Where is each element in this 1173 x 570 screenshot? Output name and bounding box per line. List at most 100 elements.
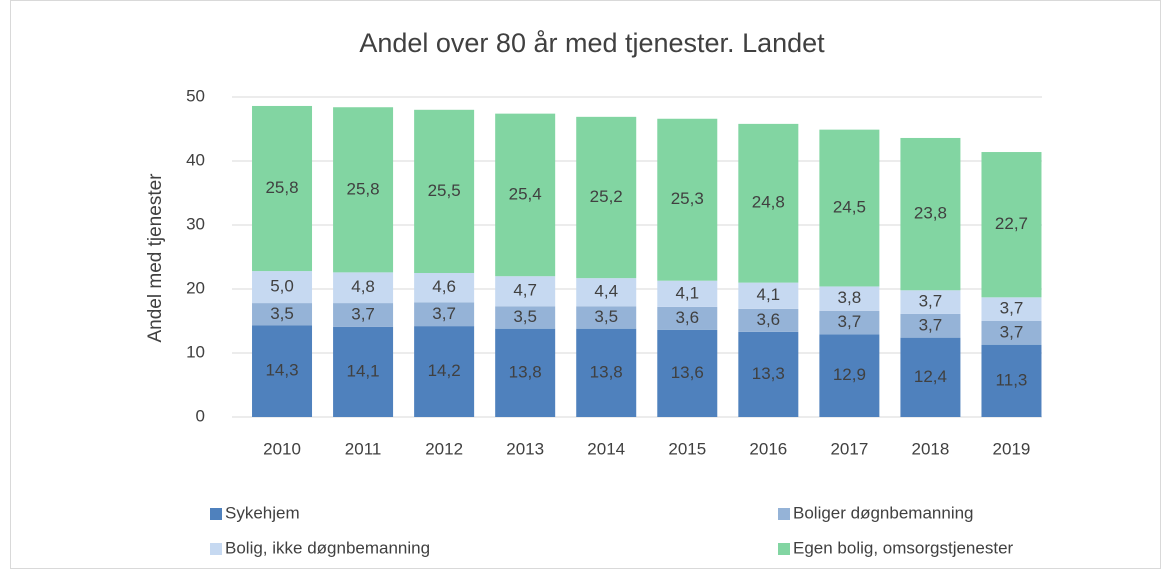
x-tick-label: 2015	[668, 439, 706, 458]
data-label: 25,5	[428, 181, 461, 200]
data-label: 12,4	[914, 367, 947, 386]
bar-segment	[819, 334, 880, 417]
x-tick-label: 2012	[425, 439, 463, 458]
data-label: 13,8	[590, 362, 623, 381]
x-tick-label: 2019	[993, 439, 1031, 458]
chart-title: Andel over 80 år med tjenester. Landet	[359, 28, 825, 58]
bar-segment	[252, 271, 313, 304]
legend-label: Sykehjem	[225, 503, 300, 522]
bar-segment	[738, 123, 799, 283]
data-label: 25,3	[671, 189, 704, 208]
x-tick-label: 2016	[749, 439, 787, 458]
data-label: 23,8	[914, 204, 947, 223]
bar-segment	[252, 325, 313, 417]
data-label: 4,1	[675, 283, 699, 302]
x-tick-label: 2011	[345, 439, 382, 458]
y-tick-label: 10	[186, 342, 205, 361]
bar-segment	[900, 313, 961, 338]
bar-segment	[981, 344, 1042, 417]
data-label: 13,3	[752, 364, 785, 383]
y-axis-label: Andel med tjenester	[145, 173, 166, 343]
legend-swatch	[210, 543, 222, 555]
legend-label: Boliger døgnbemanning	[793, 503, 974, 522]
bar-segment	[414, 326, 475, 417]
y-tick-label: 20	[186, 278, 205, 297]
bar-segment	[819, 286, 880, 311]
bar-segment	[495, 328, 556, 417]
bar-segment	[819, 129, 880, 287]
data-label: 5,0	[270, 277, 294, 296]
bar-segment	[981, 297, 1042, 321]
bar-segment	[900, 290, 961, 314]
y-tick-label: 0	[196, 406, 205, 425]
bar-segment	[900, 137, 961, 291]
x-tick-label: 2013	[506, 439, 544, 458]
bar-segment	[900, 337, 961, 417]
bar-segment	[657, 118, 718, 281]
data-label: 24,5	[833, 198, 866, 217]
data-label: 11,3	[996, 370, 1028, 389]
data-label: 25,8	[347, 179, 380, 198]
bar-segment	[738, 331, 799, 417]
data-label: 3,7	[919, 292, 943, 311]
data-label: 22,7	[995, 214, 1028, 233]
data-label: 3,7	[432, 304, 456, 323]
data-label: 3,5	[594, 307, 618, 326]
bar-segment	[657, 280, 718, 307]
bar-segment	[576, 306, 637, 329]
bar-segment	[333, 326, 394, 417]
bar-segment	[333, 303, 394, 327]
data-label: 24,8	[752, 193, 785, 212]
data-label: 4,8	[351, 277, 375, 296]
data-label: 3,8	[838, 288, 862, 307]
data-label: 3,7	[351, 304, 375, 323]
data-label: 3,7	[1000, 322, 1024, 341]
bar-segment	[495, 113, 556, 277]
bar-segment	[333, 272, 394, 304]
bar-segment	[576, 328, 637, 417]
x-tick-label: 2014	[587, 439, 625, 458]
data-label: 3,5	[513, 307, 537, 326]
data-label: 3,7	[919, 315, 943, 334]
bar-segment	[657, 306, 718, 330]
data-label: 13,8	[509, 362, 542, 381]
bar-segment	[657, 329, 718, 417]
legend-label: Bolig, ikke døgnbemanning	[225, 538, 430, 557]
y-tick-label: 40	[186, 150, 205, 169]
data-label: 14,3	[265, 361, 298, 380]
bar-segment	[252, 105, 313, 272]
data-label: 25,4	[509, 184, 542, 203]
bar-segment	[414, 302, 475, 327]
data-label: 3,6	[675, 308, 699, 327]
y-tick-label: 50	[186, 86, 205, 105]
bar-segment	[981, 152, 1042, 298]
bar-segment	[414, 273, 475, 303]
data-label: 14,1	[347, 361, 380, 380]
data-label: 3,7	[838, 312, 862, 331]
legend-swatch	[210, 508, 222, 520]
data-label: 13,6	[671, 363, 704, 382]
data-label: 4,4	[594, 282, 618, 301]
bar-segment	[738, 282, 799, 309]
bar-segment	[576, 278, 637, 307]
x-tick-label: 2018	[912, 439, 950, 458]
y-tick-label: 30	[186, 214, 205, 233]
data-label: 12,9	[833, 365, 866, 384]
x-tick-label: 2017	[830, 439, 868, 458]
data-label: 25,8	[265, 178, 298, 197]
data-label: 4,7	[513, 281, 537, 300]
data-label: 3,5	[270, 304, 294, 323]
bar-segment	[252, 303, 313, 326]
data-label: 3,6	[757, 310, 781, 329]
bar-segment	[981, 321, 1042, 345]
x-tick-label: 2010	[263, 439, 301, 458]
bar-segment	[738, 308, 799, 332]
bar-segment	[495, 276, 556, 307]
legend-swatch	[778, 543, 790, 555]
data-label: 4,1	[757, 285, 781, 304]
data-label: 4,6	[432, 277, 456, 296]
data-label: 25,2	[590, 187, 623, 206]
data-label: 14,2	[428, 361, 461, 380]
bar-segment	[414, 109, 475, 273]
